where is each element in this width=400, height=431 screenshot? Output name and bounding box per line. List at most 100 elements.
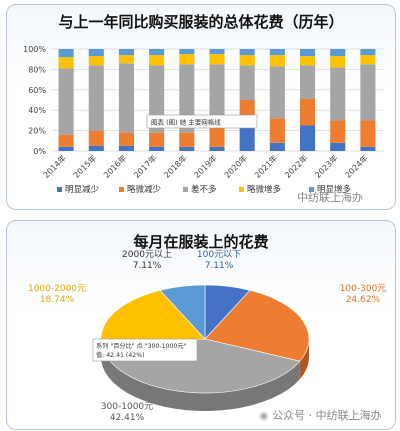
pie-slice-percent: 42.41% [110,413,145,423]
bar-segment [88,145,104,151]
bar-segment [149,49,165,56]
y-tick-label: 0% [33,147,46,156]
pie-slice-label: 300-1000元 [101,402,153,412]
bar-segment [209,126,225,147]
pie-tooltip-box [92,338,198,362]
bar-segment [239,65,255,100]
bar-segment [239,55,255,66]
bar-segment [179,49,195,55]
bar-segment [118,49,134,56]
bar-segment [209,54,225,65]
bar-segment [58,49,74,58]
bar-segment [300,125,316,151]
bar-segment [330,67,346,121]
bar-segment [88,56,104,66]
pie-chart-title: 每月在服装上的花费 [133,233,269,251]
bar-segment [360,146,376,151]
pie-slice-label: 2000元以上 [122,249,172,260]
chart-tooltip-box [146,114,258,129]
bar-segment [88,49,104,57]
x-tick-label: 2022年 [282,153,309,180]
pie-slice-percent: 24.62% [346,295,381,305]
bar-segment [360,64,376,121]
bar-segment [118,55,134,64]
legend-label: 差不多 [191,184,217,195]
bar-segment [118,132,134,146]
legend-label: 略微增多 [247,184,282,195]
x-tick-label: 2017年 [132,153,159,180]
pie-chart: 100元以下7.11%100-300元24.62%300-1000元42.41%… [28,249,387,423]
bar-segment [239,127,255,151]
watermark-prefix: 公众号 · [272,409,313,422]
bar-segment [269,118,285,143]
x-tick-label: 2023年 [313,153,340,180]
bar-segment [149,146,165,151]
x-tick-label: 2014年 [41,153,68,180]
bar-segment [149,55,165,66]
x-tick-label: 2024年 [343,153,370,180]
bar-segment [269,66,285,119]
x-tick-label: 2016年 [101,153,128,180]
x-tick-label: 2019年 [192,153,219,180]
y-tick-label: 60% [28,86,46,95]
legend-swatch [119,187,124,192]
pie-slice-percent: 7.11% [133,261,162,271]
bar-segment [58,146,74,151]
bar-segment [300,65,316,99]
bar-segment [300,98,316,126]
pie-slice-side [101,341,300,411]
legend-swatch [309,187,314,192]
y-tick-label: 20% [28,127,46,136]
bar-segment [209,64,225,127]
y-tick-label: 80% [28,65,46,74]
y-tick-label: 100% [23,45,46,54]
bar-segment [118,145,134,151]
bar-segment [300,56,316,66]
chart-tooltip-text: 图表 (图) 她 主要网格线 [151,118,221,127]
bar-segment [330,56,346,68]
watermark-top: 中纺联上海办 [297,191,363,204]
bar-segment [330,142,346,151]
pie-slice-label: 1000-2000元 [28,284,86,294]
bar-segment [88,130,104,146]
legend-swatch [57,187,62,192]
legend-swatch [183,187,188,192]
pie-slice-percent: 7.11% [205,261,234,271]
bar-segment [58,134,74,147]
bar-segment [209,146,225,151]
bar-segment [360,120,376,147]
bar-segment [269,49,285,56]
legend-label: 明显增多 [317,184,352,195]
pie-tooltip-line: 系列 "百分比" 点 "300-1000元" [96,342,187,350]
x-tick-label: 2020年 [222,153,249,180]
bar-segment [179,132,195,147]
pie-slice [159,284,206,340]
bar-segment [58,57,74,69]
bar-segment [58,68,74,135]
bar-segment [330,120,346,143]
bar-segment [179,146,195,151]
legend-label: 明显减少 [65,184,100,195]
legend-label: 略微减少 [127,184,162,195]
bar-segment [360,55,376,65]
watermark-name: 中纺联上海办 [315,409,382,422]
bar-segment [209,49,225,55]
bar-chart-title: 与上一年同比购买服装的总体花费（历年） [58,13,344,31]
x-tick-label: 2015年 [71,153,98,180]
pie-slice-side [299,339,309,380]
legend-swatch [239,187,244,192]
wechat-icon: ◉ [259,409,269,422]
bar-segment [118,63,134,133]
pie-slice-percent: 18.74% [40,295,75,305]
stacked-bar-chart: 0%20%40%60%80%100%2014年 2015年 2016年 2017年 20… [23,45,383,195]
pie-slice [100,289,206,343]
y-tick-label: 40% [28,106,46,115]
pie-slice [204,289,310,362]
bar-segment [239,49,255,56]
pie-tooltip-line: 值: 42.41 (42%) [96,351,145,359]
bar-segment [88,65,104,131]
x-tick-label: 2021年 [252,153,279,180]
pie-slice-label: 100-300元 [340,284,387,294]
x-tick-label: 2018年 [162,153,189,180]
stacked-bar-chart-panel: 与上一年同比购买服装的总体花费（历年） 0% 20% 40% 60% 80% 100% 20… [6,4,396,210]
